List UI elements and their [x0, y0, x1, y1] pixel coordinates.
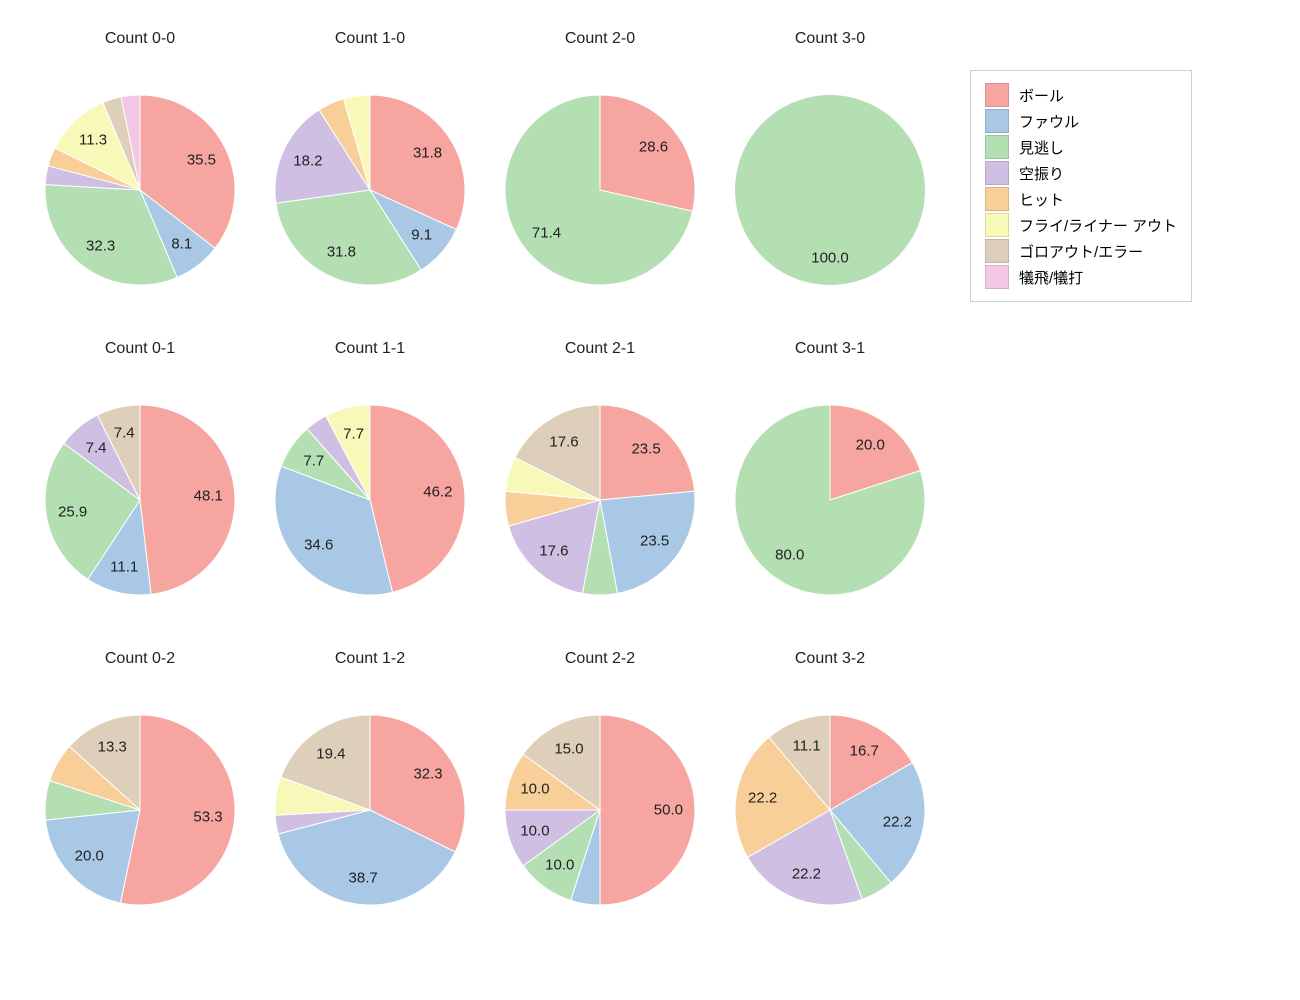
legend-swatch — [985, 187, 1009, 211]
pie-title: Count 1-0 — [260, 30, 480, 48]
legend: ボールファウル見逃し空振りヒットフライ/ライナー アウトゴロアウト/エラー犠飛/… — [970, 70, 1192, 302]
legend-swatch — [985, 135, 1009, 159]
pie-count-2-2: Count 2-250.010.010.010.015.0 — [490, 650, 710, 925]
legend-swatch — [985, 265, 1009, 289]
legend-label: ボール — [1019, 85, 1064, 106]
chart-grid: { "layout": { "canvas_w": 1300, "canvas_… — [0, 0, 1300, 1000]
pie-svg — [30, 650, 250, 915]
legend-label: ゴロアウト/エラー — [1019, 241, 1143, 262]
pie-count-1-1: Count 1-146.234.67.77.7 — [260, 340, 480, 615]
pie-svg — [30, 30, 250, 295]
pie-title: Count 2-1 — [490, 340, 710, 358]
pie-svg — [30, 340, 250, 605]
pie-count-1-2: Count 1-232.338.719.4 — [260, 650, 480, 925]
pie-svg — [720, 30, 940, 295]
pie-count-0-0: Count 0-035.58.132.311.3 — [30, 30, 250, 305]
pie-svg — [720, 340, 940, 605]
legend-swatch — [985, 83, 1009, 107]
legend-item-sac: 犠飛/犠打 — [985, 265, 1177, 289]
pie-count-2-1: Count 2-123.523.517.617.6 — [490, 340, 710, 615]
legend-swatch — [985, 213, 1009, 237]
pie-count-0-1: Count 0-148.111.125.97.47.4 — [30, 340, 250, 615]
pie-title: Count 1-1 — [260, 340, 480, 358]
pie-count-3-2: Count 3-216.722.222.222.211.1 — [720, 650, 940, 925]
legend-label: ヒット — [1019, 189, 1064, 210]
legend-label: ファウル — [1019, 111, 1079, 132]
legend-label: 空振り — [1019, 163, 1064, 184]
pie-svg — [720, 650, 940, 915]
legend-item-look: 見逃し — [985, 135, 1177, 159]
pie-title: Count 3-2 — [720, 650, 940, 668]
pie-svg — [490, 30, 710, 295]
pie-title: Count 0-0 — [30, 30, 250, 48]
pie-count-1-0: Count 1-031.89.131.818.2 — [260, 30, 480, 305]
slice-look — [735, 95, 925, 285]
pie-svg — [260, 340, 480, 605]
slice-ball — [600, 715, 695, 905]
slice-ball — [600, 405, 695, 500]
pie-count-2-0: Count 2-028.671.4 — [490, 30, 710, 305]
pie-title: Count 2-2 — [490, 650, 710, 668]
legend-label: フライ/ライナー アウト — [1019, 215, 1177, 236]
legend-label: 犠飛/犠打 — [1019, 267, 1083, 288]
legend-item-foul: ファウル — [985, 109, 1177, 133]
pie-svg — [490, 340, 710, 605]
legend-swatch — [985, 109, 1009, 133]
pie-svg — [260, 650, 480, 915]
pie-title: Count 3-0 — [720, 30, 940, 48]
legend-swatch — [985, 239, 1009, 263]
pie-svg — [260, 30, 480, 295]
pie-title: Count 0-2 — [30, 650, 250, 668]
pie-title: Count 1-2 — [260, 650, 480, 668]
pie-svg — [490, 650, 710, 915]
legend-item-ball: ボール — [985, 83, 1177, 107]
legend-item-ground: ゴロアウト/エラー — [985, 239, 1177, 263]
slice-ball — [140, 405, 235, 594]
pie-title: Count 0-1 — [30, 340, 250, 358]
pie-title: Count 2-0 — [490, 30, 710, 48]
legend-item-swing: 空振り — [985, 161, 1177, 185]
legend-label: 見逃し — [1019, 137, 1064, 158]
legend-item-hit: ヒット — [985, 187, 1177, 211]
legend-item-flyout: フライ/ライナー アウト — [985, 213, 1177, 237]
pie-count-3-0: Count 3-0100.0 — [720, 30, 940, 305]
pie-count-0-2: Count 0-253.320.013.3 — [30, 650, 250, 925]
pie-title: Count 3-1 — [720, 340, 940, 358]
legend-swatch — [985, 161, 1009, 185]
pie-count-3-1: Count 3-120.080.0 — [720, 340, 940, 615]
